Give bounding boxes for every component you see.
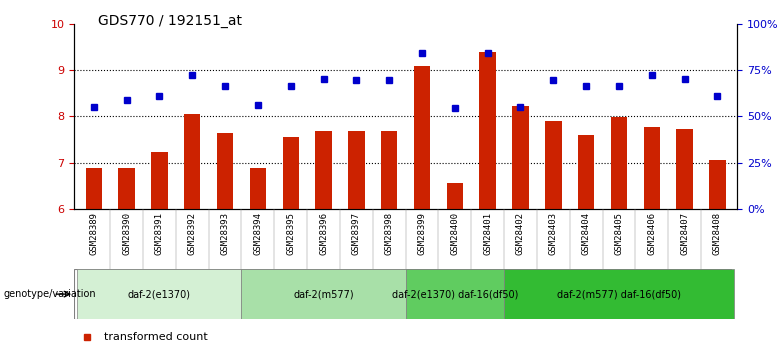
Text: daf-2(m577): daf-2(m577) [293,289,354,299]
Bar [578,135,594,209]
Bar [151,152,168,209]
Text: genotype/variation: genotype/variation [4,289,97,299]
Bar [611,117,627,209]
Text: GDS770 / 192151_at: GDS770 / 192151_at [98,14,242,28]
Text: GSM28390: GSM28390 [122,212,131,255]
Bar [184,114,200,209]
Text: transformed count: transformed count [104,332,207,342]
Bar [480,52,496,209]
Bar [406,269,504,319]
Bar [77,269,242,319]
Bar [545,121,562,209]
Text: GSM28391: GSM28391 [155,212,164,255]
Bar [447,183,463,209]
Text: GSM28401: GSM28401 [483,212,492,255]
Text: GSM28400: GSM28400 [450,212,459,255]
Text: GSM28393: GSM28393 [221,212,229,255]
Bar [282,137,299,209]
Text: GSM28403: GSM28403 [549,212,558,255]
Bar [86,168,102,209]
Text: GSM28407: GSM28407 [680,212,689,255]
Bar [676,129,693,209]
Text: daf-2(e1370): daf-2(e1370) [128,289,191,299]
Text: daf-2(m577) daf-16(df50): daf-2(m577) daf-16(df50) [557,289,681,299]
Text: GSM28405: GSM28405 [615,212,623,255]
Bar [250,168,266,209]
Bar [217,132,233,209]
Bar [512,106,529,209]
Bar [242,269,406,319]
Bar [504,269,734,319]
Bar [414,66,431,209]
Bar [348,131,364,209]
Text: GSM28392: GSM28392 [188,212,197,255]
Text: GSM28389: GSM28389 [89,212,98,255]
Text: GSM28395: GSM28395 [286,212,295,255]
Text: GSM28406: GSM28406 [647,212,656,255]
Bar [644,127,660,209]
Text: GSM28404: GSM28404 [582,212,590,255]
Text: GSM28402: GSM28402 [516,212,525,255]
Text: GSM28399: GSM28399 [417,212,427,255]
Bar [709,160,725,209]
Bar [381,131,397,209]
Text: GSM28408: GSM28408 [713,212,722,255]
Text: daf-2(e1370) daf-16(df50): daf-2(e1370) daf-16(df50) [392,289,518,299]
Bar [119,168,135,209]
Text: GSM28397: GSM28397 [352,212,361,255]
Text: GSM28398: GSM28398 [385,212,394,255]
Text: GSM28394: GSM28394 [254,212,262,255]
Bar [315,131,332,209]
Text: GSM28396: GSM28396 [319,212,328,255]
